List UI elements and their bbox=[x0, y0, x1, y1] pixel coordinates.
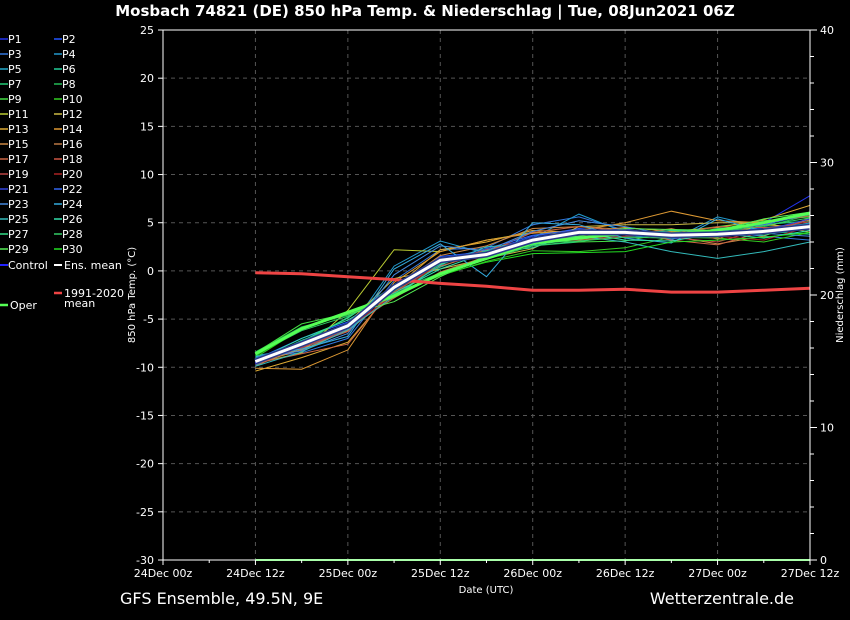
y-tick-label: 5 bbox=[147, 217, 154, 230]
legend-label: P27 bbox=[8, 228, 29, 241]
legend-label: P25 bbox=[8, 213, 29, 226]
y-tick-label: 25 bbox=[140, 24, 154, 37]
y2-tick-label: 30 bbox=[820, 157, 834, 170]
legend-label: P5 bbox=[8, 63, 22, 76]
series-line-p14 bbox=[255, 210, 811, 370]
legend-label: P6 bbox=[62, 63, 76, 76]
legend-label: P12 bbox=[62, 108, 83, 121]
legend-label: P19 bbox=[8, 168, 29, 181]
x-axis: 24Dec 00z 24Dec 12z 25Dec 00z 25Dec 12z 26De… bbox=[134, 560, 840, 580]
legend-label: P1 bbox=[8, 33, 22, 46]
legend-label: P13 bbox=[8, 123, 29, 136]
legend-label: P30 bbox=[62, 243, 83, 256]
legend-label: P9 bbox=[8, 93, 22, 106]
legend-label: P14 bbox=[62, 123, 83, 136]
y-tick-label: -15 bbox=[136, 409, 154, 422]
footer-model-info: GFS Ensemble, 49.5N, 9E bbox=[120, 589, 324, 608]
legend-label: P22 bbox=[62, 183, 83, 196]
x-tick-label: 24Dec 12z bbox=[226, 567, 285, 580]
legend-label: P11 bbox=[8, 108, 29, 121]
y-axis-left: 25 20 15 10 5 0 -5 -10 -15 -20 -25 -30 bbox=[136, 24, 163, 567]
y-axis-label: 850 hPa Temp. (°C) bbox=[127, 247, 138, 343]
legend-label: P3 bbox=[8, 48, 22, 61]
legend-label: P26 bbox=[62, 213, 83, 226]
y2-tick-label: 20 bbox=[820, 289, 834, 302]
series-line-climate-mean bbox=[255, 271, 811, 294]
y-tick-label: -5 bbox=[143, 313, 154, 326]
x-tick-label: 27Dec 12z bbox=[781, 567, 840, 580]
legend-label: P18 bbox=[62, 153, 83, 166]
chart-title: Mosbach 74821 (DE) 850 hPa Temp. & Niede… bbox=[115, 2, 735, 20]
footer-site-name: Wetterzentrale.de bbox=[649, 589, 794, 608]
legend-label: P29 bbox=[8, 243, 29, 256]
y2-tick-label: 40 bbox=[820, 24, 834, 37]
y-tick-label: 10 bbox=[140, 169, 154, 182]
y-tick-label: -25 bbox=[136, 506, 154, 519]
legend-label: P17 bbox=[8, 153, 29, 166]
legend-label: P10 bbox=[62, 93, 83, 106]
legend-label: P2 bbox=[62, 33, 76, 46]
y2-tick-label: 0 bbox=[820, 554, 827, 567]
series-line-p13 bbox=[255, 204, 811, 372]
series-lines bbox=[254, 195, 811, 561]
legend-label: Oper bbox=[10, 299, 37, 312]
legend-label: 1991-2020 mean bbox=[64, 287, 124, 310]
y-tick-label: 15 bbox=[140, 120, 154, 133]
x-tick-label: 26Dec 12z bbox=[596, 567, 655, 580]
plot-frame bbox=[162, 29, 811, 561]
legend: P1 P2 P3 P4 P5 P6 P7 P8 P9 P10 P11 P12 P13 P14 P15 P16 P… bbox=[0, 33, 124, 312]
y-tick-label: 0 bbox=[147, 265, 154, 278]
y-axis-right: 0 10 20 30 40 bbox=[810, 24, 834, 567]
series-line-p15 bbox=[255, 217, 811, 364]
series-line-p17 bbox=[255, 219, 811, 364]
legend-label: P7 bbox=[8, 78, 22, 91]
legend-label: P15 bbox=[8, 138, 29, 151]
legend-label: P28 bbox=[62, 228, 83, 241]
x-axis-label: Date (UTC) bbox=[459, 585, 514, 596]
legend-label: P4 bbox=[62, 48, 76, 61]
x-tick-label: 25Dec 12z bbox=[411, 567, 470, 580]
legend-label: P24 bbox=[62, 198, 83, 211]
y-tick-label: -30 bbox=[136, 554, 154, 567]
legend-label: P8 bbox=[62, 78, 76, 91]
x-tick-label: 25Dec 00z bbox=[319, 567, 378, 580]
legend-label: Control bbox=[8, 259, 48, 272]
x-tick-label: 24Dec 00z bbox=[134, 567, 193, 580]
legend-label: P20 bbox=[62, 168, 83, 181]
series-line-ens-mean bbox=[254, 225, 811, 363]
legend-label: Ens. mean bbox=[64, 259, 122, 272]
legend-label: P23 bbox=[8, 198, 29, 211]
y2-axis-label: Niederschlag (mm) bbox=[835, 247, 846, 343]
y-tick-label: 20 bbox=[140, 72, 154, 85]
y2-tick-label: 10 bbox=[820, 422, 834, 435]
series-line-p27 bbox=[255, 224, 811, 363]
x-tick-label: 26Dec 00z bbox=[503, 567, 562, 580]
grid bbox=[163, 29, 810, 561]
y-tick-label: -20 bbox=[136, 458, 154, 471]
y-tick-label: -10 bbox=[136, 361, 154, 374]
legend-label: P16 bbox=[62, 138, 83, 151]
series-line-p24 bbox=[255, 218, 811, 358]
x-tick-label: 27Dec 00z bbox=[688, 567, 747, 580]
legend-label: P21 bbox=[8, 183, 29, 196]
